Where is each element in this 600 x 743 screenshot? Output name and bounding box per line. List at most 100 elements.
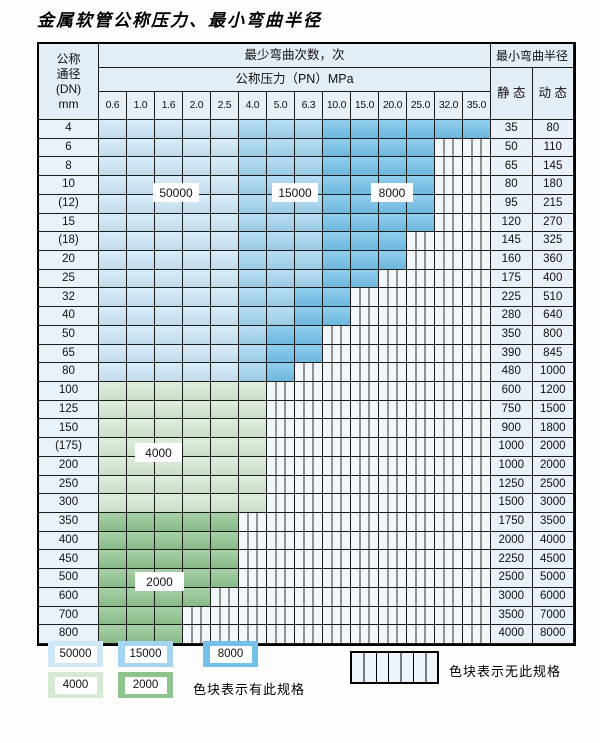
dynamic-radius-cell: 110 <box>532 138 574 158</box>
no-spec-cell <box>435 550 463 570</box>
static-radius-cell: 80 <box>491 176 533 195</box>
no-spec-cell <box>379 475 407 495</box>
cycle-cell-b1 <box>99 138 127 158</box>
no-spec-cell <box>351 569 379 588</box>
no-spec-cell <box>407 438 435 457</box>
dn-cell: 250 <box>39 475 99 495</box>
no-spec-cell <box>351 494 379 513</box>
cycle-cell-g1 <box>239 419 267 439</box>
no-spec-cell <box>435 438 463 457</box>
radius-header: 最小弯曲半径 <box>491 44 574 68</box>
cycle-cell-b3 <box>407 213 435 233</box>
cycle-cell-g2 <box>127 531 155 551</box>
no-spec-cell <box>239 569 267 588</box>
cycle-cell-b3 <box>295 344 323 364</box>
cycle-cell-b2 <box>295 213 323 233</box>
no-spec-cell <box>295 494 323 513</box>
no-spec-cell <box>463 344 491 364</box>
cycle-cell-g1 <box>127 419 155 439</box>
no-spec-cell <box>463 269 491 289</box>
dynamic-radius-cell: 7000 <box>532 606 574 626</box>
static-radius-cell: 225 <box>491 288 533 308</box>
cycle-cell-g1 <box>155 400 183 420</box>
no-spec-cell <box>211 587 239 607</box>
legend-no-spec-swatch <box>350 651 439 684</box>
legend-has-spec-text: 色块表示有此规格 <box>193 682 306 697</box>
no-spec-cell <box>351 382 379 401</box>
no-spec-cell <box>351 325 379 345</box>
no-spec-cell <box>351 438 379 457</box>
cycle-cell-b1 <box>155 232 183 251</box>
cycle-cell-b3 <box>351 251 379 270</box>
cycle-cell-g1 <box>127 475 155 495</box>
pressure-col-header-1.0: 1.0 <box>127 92 155 120</box>
dn-cell: 125 <box>39 400 99 420</box>
no-spec-cell <box>435 456 463 476</box>
dynamic-radius-cell: 180 <box>532 176 574 195</box>
cycle-cell-b3 <box>351 120 379 139</box>
static-radius-cell: 350 <box>491 325 533 345</box>
region-label-4000: 4000 <box>135 443 182 462</box>
cycle-cell-b1 <box>99 213 127 233</box>
cycle-cell-b2 <box>267 157 295 177</box>
no-spec-cell <box>323 531 351 551</box>
cycle-cell-g1 <box>211 456 239 476</box>
cycle-cell-b3 <box>351 269 379 289</box>
cycle-cell-g1 <box>183 456 211 476</box>
cycle-cell-b1 <box>183 213 211 233</box>
pressure-col-header-15.0: 15.0 <box>351 92 379 120</box>
cycle-cell-b1 <box>127 344 155 364</box>
cycle-cell-b2 <box>239 194 267 214</box>
cycle-cell-g1 <box>155 382 183 401</box>
no-spec-cell <box>239 550 267 570</box>
legend-swatch-label: 15000 <box>124 645 167 663</box>
cycle-cell-g2 <box>183 513 211 532</box>
cycle-cell-g2 <box>127 587 155 607</box>
dynamic-radius-cell: 270 <box>532 213 574 233</box>
dynamic-radius-cell: 845 <box>532 344 574 364</box>
static-radius-cell: 750 <box>491 400 533 420</box>
cycle-cell-b1 <box>127 307 155 326</box>
cycle-cell-b1 <box>99 344 127 364</box>
pressure-col-header-4.0: 4.0 <box>239 92 267 120</box>
cycle-cell-b1 <box>211 344 239 364</box>
no-spec-cell <box>323 344 351 364</box>
no-spec-cell <box>295 587 323 607</box>
dn-cell: 200 <box>39 456 99 476</box>
no-spec-cell <box>267 438 295 457</box>
no-spec-cell <box>463 625 491 644</box>
cycle-cell-b3 <box>463 120 491 139</box>
cycle-cell-b2 <box>239 269 267 289</box>
pressure-col-header-2.5: 2.5 <box>211 92 239 120</box>
no-spec-cell <box>323 363 351 382</box>
cycle-cell-b1 <box>127 194 155 214</box>
dn-header-line: (DN) <box>55 82 82 96</box>
no-spec-cell <box>379 494 407 513</box>
no-spec-cell <box>267 569 295 588</box>
no-spec-cell <box>435 400 463 420</box>
dynamic-radius-cell: 3000 <box>532 494 574 513</box>
no-spec-cell <box>407 625 435 644</box>
cycle-cell-b1 <box>211 138 239 158</box>
no-spec-cell <box>379 513 407 532</box>
cycle-cell-g1 <box>155 475 183 495</box>
cycle-cell-g1 <box>239 456 267 476</box>
no-spec-cell <box>323 456 351 476</box>
cycle-cell-b3 <box>379 213 407 233</box>
dn-header-line: 通径 <box>56 67 81 81</box>
page-title: 金属软管公称压力、最小弯曲半径 <box>37 11 322 30</box>
static-radius-cell: 160 <box>491 251 533 270</box>
cycle-cell-b1 <box>183 288 211 308</box>
region-label-8000: 8000 <box>371 183 413 202</box>
no-spec-cell <box>379 325 407 345</box>
cycle-cell-g1 <box>99 475 127 495</box>
no-spec-cell <box>463 194 491 214</box>
dn-cell: 40 <box>39 307 99 326</box>
no-spec-cell <box>407 606 435 626</box>
no-spec-cell <box>407 363 435 382</box>
no-spec-cell <box>435 363 463 382</box>
cycle-cell-g1 <box>99 419 127 439</box>
bend-cycles-header: 最少弯曲次数，次 <box>99 44 491 68</box>
cycle-cell-b1 <box>183 307 211 326</box>
